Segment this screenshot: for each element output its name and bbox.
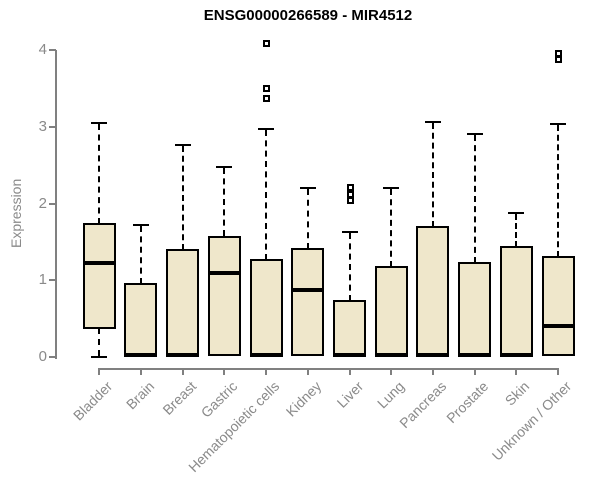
y-tick — [49, 49, 56, 51]
upper-whisker-cap — [383, 187, 400, 190]
upper-whisker — [98, 123, 101, 225]
median-line — [124, 352, 158, 357]
upper-whisker — [223, 168, 226, 237]
upper-whisker — [390, 189, 393, 268]
y-tick — [49, 125, 56, 128]
x-tick — [306, 369, 309, 375]
box — [166, 248, 200, 358]
upper-whisker-cap — [258, 128, 275, 131]
x-tick-label: Bladder — [70, 378, 116, 424]
box — [291, 247, 325, 357]
upper-whisker-cap — [174, 144, 191, 147]
upper-whisker-cap — [550, 123, 567, 126]
box — [458, 261, 492, 358]
upper-whisker-cap — [91, 121, 108, 124]
x-tick — [265, 369, 268, 375]
box — [374, 266, 408, 358]
median-line — [416, 352, 450, 357]
x-tick-label: Kidney — [282, 378, 325, 420]
median-line — [291, 288, 325, 293]
median-line — [499, 352, 533, 357]
upper-whisker-cap — [341, 230, 358, 233]
box — [207, 235, 241, 357]
upper-whisker — [473, 135, 476, 263]
median-line — [333, 352, 367, 357]
y-tick — [49, 356, 56, 358]
outlier-point — [346, 190, 354, 198]
lower-whisker-cap — [91, 356, 108, 358]
x-tick-label: Prostate — [442, 378, 491, 427]
chart-title: ENSG00000266589 - MIR4512 — [203, 7, 413, 24]
upper-whisker-cap — [466, 133, 483, 136]
box — [416, 225, 450, 358]
x-tick-label: Brain — [122, 378, 158, 413]
x-tick-label: Liver — [333, 378, 366, 411]
median-line — [374, 352, 408, 357]
outlier-point — [263, 95, 271, 103]
x-tick-label: Breast — [159, 378, 199, 418]
x-tick — [139, 369, 142, 375]
x-tick-label: Unknown / Other — [488, 378, 575, 464]
upper-whisker-cap — [299, 187, 316, 190]
outlier-point — [263, 85, 271, 93]
outlier-point — [555, 50, 563, 58]
outlier-point — [346, 184, 354, 192]
median-line — [458, 352, 492, 357]
box — [124, 283, 158, 358]
lower-whisker — [98, 327, 101, 356]
upper-whisker — [431, 123, 434, 227]
box — [333, 299, 367, 358]
upper-whisker-cap — [132, 223, 149, 226]
x-tick — [348, 369, 351, 375]
y-tick — [49, 202, 56, 205]
y-tick-label: 0 — [38, 348, 47, 365]
y-tick — [49, 279, 56, 282]
box — [499, 246, 533, 358]
x-tick-label: Skin — [502, 378, 533, 409]
y-tick-label: 3 — [38, 117, 47, 135]
median-line — [166, 352, 200, 357]
x-tick — [181, 369, 184, 375]
y-tick-label: 1 — [38, 271, 47, 289]
upper-whisker — [515, 214, 518, 248]
x-tick — [390, 369, 393, 375]
x-tick — [473, 369, 476, 375]
upper-whisker-cap — [424, 121, 441, 124]
upper-whisker — [181, 146, 184, 250]
median-line — [82, 260, 116, 265]
x-tick — [98, 369, 101, 375]
upper-whisker — [265, 130, 268, 260]
median-line — [249, 352, 283, 357]
x-axis-line — [98, 368, 560, 370]
box — [249, 258, 283, 358]
upper-whisker — [348, 232, 351, 301]
y-axis-label: Expression — [8, 178, 24, 248]
outlier-point — [346, 197, 354, 205]
box — [82, 223, 116, 329]
upper-whisker — [557, 125, 560, 258]
x-tick — [431, 369, 434, 375]
upper-whisker — [306, 189, 309, 249]
median-line — [207, 270, 241, 275]
upper-whisker — [139, 225, 142, 285]
x-tick-label: Lung — [374, 378, 408, 412]
y-axis-line — [55, 50, 57, 359]
upper-whisker-cap — [508, 212, 525, 215]
x-tick — [557, 369, 560, 375]
outlier-point — [263, 40, 271, 48]
median-line — [541, 324, 575, 329]
outlier-point — [555, 56, 563, 64]
y-tick-label: 4 — [38, 41, 47, 58]
box — [541, 256, 575, 357]
x-tick — [515, 369, 518, 375]
x-tick — [223, 369, 226, 375]
upper-whisker-cap — [216, 166, 233, 169]
y-tick-label: 2 — [38, 194, 47, 212]
